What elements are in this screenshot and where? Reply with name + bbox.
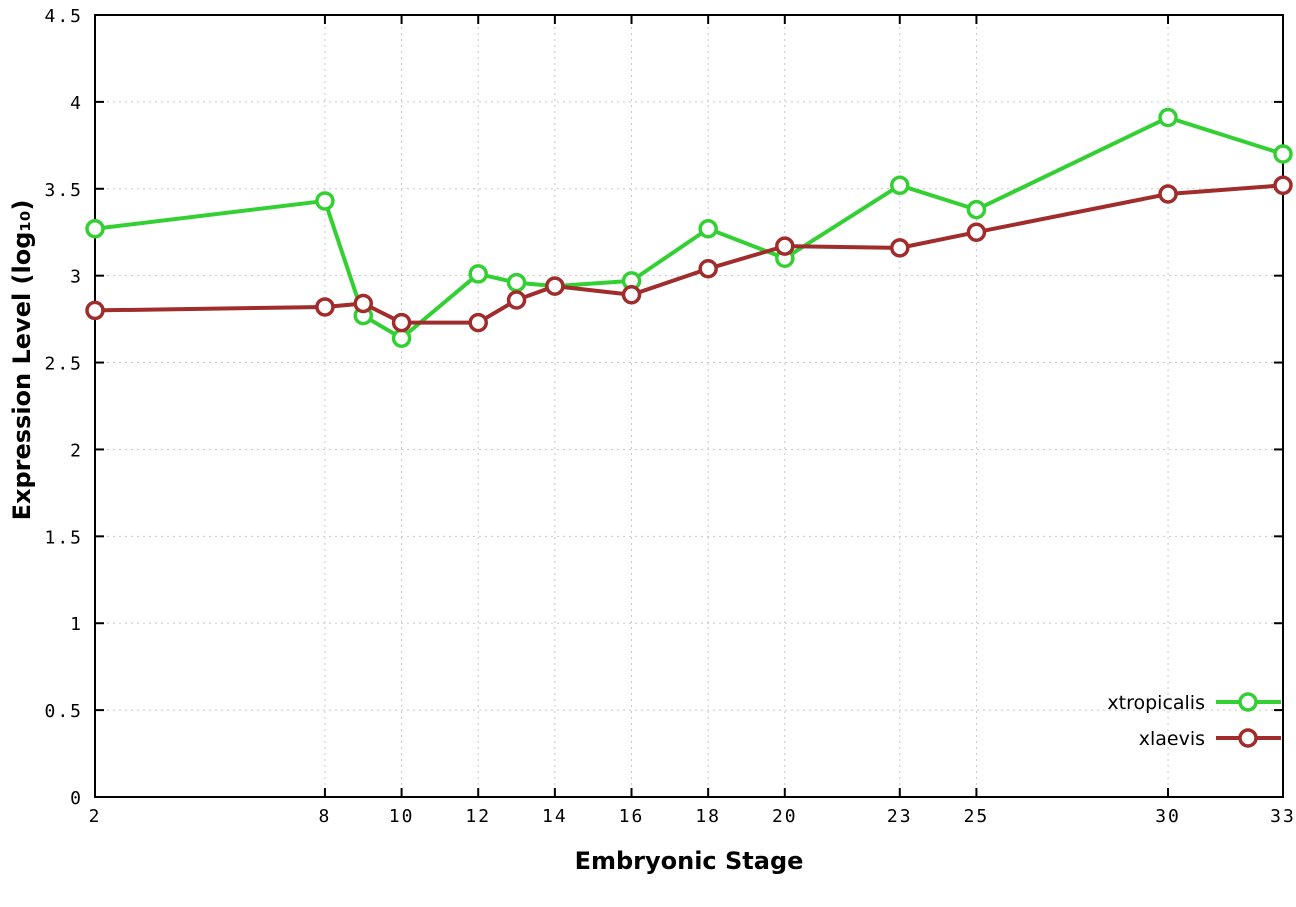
x-tick-label: 25 (964, 806, 990, 827)
x-tick-label: 33 (1270, 806, 1296, 827)
data-point-marker (468, 264, 488, 284)
data-point-marker (890, 238, 910, 258)
y-tick-label: 1 (70, 614, 83, 635)
legend-marker (1238, 692, 1258, 712)
y-tick-label: 0 (70, 788, 83, 809)
x-tick-label: 20 (772, 806, 798, 827)
legend-label: xlaevis (1139, 728, 1205, 750)
x-tick-label: 8 (319, 806, 332, 827)
y-tick-label: 2.5 (44, 354, 83, 375)
data-point-marker (1158, 107, 1178, 128)
y-tick-label: 2 (70, 440, 83, 461)
y-tick-label: 4.5 (44, 6, 83, 27)
legend-label: xtropicalis (1107, 692, 1205, 714)
x-tick-label: 16 (619, 806, 645, 827)
legend: xtropicalis xlaevis (1107, 692, 1281, 750)
data-point-marker (506, 272, 527, 293)
data-point-marker (85, 218, 105, 239)
x-tick-label: 2 (89, 806, 102, 827)
data-point-marker (391, 328, 412, 348)
y-axis-title: Expression Level (log₁₀) (8, 200, 36, 521)
data-point-marker (1158, 184, 1178, 204)
axis-ticks (94, 14, 1284, 798)
data-point-marker (966, 222, 987, 242)
data-point-marker (966, 199, 987, 220)
data-point-marker (890, 175, 910, 196)
x-tick-label: 30 (1155, 806, 1181, 827)
data-point-marker (506, 290, 527, 310)
x-tick-labels: 2 8 10 12 14 16 18 20 23 25 30 33 (89, 806, 1296, 827)
data-point-marker (315, 191, 335, 211)
data-point-marker (468, 312, 488, 333)
data-point-marker (698, 218, 718, 239)
data-point-marker (775, 236, 795, 256)
legend-item-xtropicalis: xtropicalis (1107, 692, 1281, 714)
y-tick-labels: 0 0.5 1 1.5 2 2.5 3 3.5 4 4.5 (44, 6, 83, 809)
y-tick-label: 1.5 (44, 527, 83, 548)
y-tick-label: 0.5 (44, 701, 83, 722)
y-tick-label: 3.5 (44, 180, 83, 201)
data-point-marker (85, 300, 105, 321)
x-tick-label: 12 (465, 806, 491, 827)
x-tick-label: 18 (695, 806, 721, 827)
y-tick-label: 3 (70, 267, 83, 288)
data-point-marker (545, 276, 565, 296)
data-point-marker (698, 258, 718, 279)
plot-border (94, 14, 1284, 798)
x-tick-label: 10 (389, 806, 415, 827)
data-point-marker (353, 293, 374, 314)
data-point-marker (1273, 175, 1293, 196)
y-tick-label: 4 (70, 93, 83, 114)
data-point-marker (1273, 144, 1293, 164)
data-point-marker (391, 312, 412, 333)
x-tick-label: 14 (542, 806, 568, 827)
data-point-marker (621, 285, 642, 305)
x-axis-title: Embryonic Stage (575, 847, 804, 875)
legend-marker (1238, 728, 1258, 748)
series-xlaevis (85, 175, 1293, 333)
legend-item-xlaevis: xlaevis (1139, 728, 1281, 750)
data-point-marker (315, 297, 335, 317)
x-tick-label: 23 (887, 806, 913, 827)
